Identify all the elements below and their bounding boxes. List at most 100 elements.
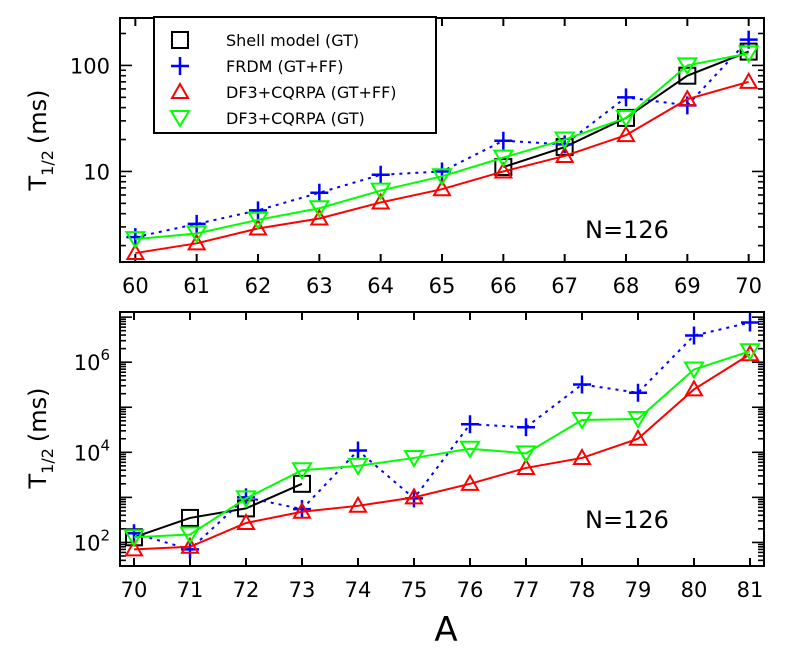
bottom-data-point [349,441,367,460]
bottom-x-tick-label: 70 [121,578,148,602]
bottom-x-tick-label: 80 [681,578,708,602]
bottom-data-point [461,415,479,434]
bottom-data-point [236,512,256,531]
bottom-data-point [571,412,593,430]
bottom-y-axis-title: T1/2 (ms) [24,387,57,489]
top-x-tick-label: 63 [306,274,333,298]
top-data-point [554,145,575,163]
bottom-data-point [628,428,648,446]
svg-text:T1/2(ms): T1/2 (ms) [24,387,57,489]
bottom-x-tick-label: 72 [233,578,260,602]
top-x-tick-label: 68 [613,274,640,298]
top-x-tick-label: 64 [367,274,394,298]
top-x-tick-label: 60 [122,274,149,298]
bottom-data-point [404,487,424,505]
bottom-data-point [573,375,591,394]
bottom-y-tick-labels: 102 104 106 [74,346,110,555]
bottom-data-point [180,536,200,554]
bottom-data-point [235,490,257,509]
bottom-data-point [292,501,312,519]
top-data-point [248,218,268,236]
bottom-series-line [133,482,303,539]
legend-marker [171,57,189,75]
bottom-data-point [347,457,369,476]
bottom-data-point [739,343,761,362]
top-data-point [186,233,207,251]
bottom-data-point [291,462,313,481]
bottom-data-point [517,418,535,437]
bottom-x-tick-label: 75 [401,578,428,602]
top-data-point [432,179,452,197]
top-x-tick-label: 61 [183,274,210,298]
top-y-tick-label: 100 [70,54,110,78]
bottom-data-point [124,539,144,557]
top-data-point [249,201,267,220]
bottom-ticks [120,312,764,567]
bottom-data-point [179,526,201,545]
svg-text:T1/2(ms): T1/2 (ms) [24,89,57,191]
top-data-point [494,158,513,177]
top-x-tick-label: 65 [429,274,456,298]
top-data-point [492,149,515,168]
top-data-point [370,192,391,210]
bottom-data-point [685,326,703,345]
top-data-point [553,131,576,150]
bottom-data-point [741,313,759,332]
bottom-x-tick-labels: 70 71 72 73 74 75 76 77 78 79 80 81 [121,578,764,602]
top-ylabel-main: T [24,176,52,192]
top-data-point [616,125,636,143]
bottom-data-point [629,383,647,402]
x-axis-title: A [434,610,457,650]
bottom-ylabel-main: T [24,474,52,490]
bottom-x-tick-label: 79 [625,578,652,602]
top-x-tick-label: 62 [245,274,272,298]
top-data-point [676,57,699,76]
top-series-line [135,52,749,241]
legend-marker [170,81,190,99]
bottom-data-point [348,495,368,513]
bottom-data-point [683,361,705,380]
top-series-line [135,80,749,255]
legend-label: Shell model (GT) [226,31,359,50]
bottom-y-tick-label: 104 [74,436,110,465]
top-data-point [371,165,390,184]
top-data-point [187,214,206,233]
legend-label: DF3+CQRPA (GT+FF) [226,83,397,102]
top-x-tick-label: 69 [674,274,701,298]
top-ylabel-unit: (ms) [24,89,52,144]
bottom-ylabel-sub: 1/2 [38,448,57,474]
top-data-point [493,161,514,179]
top-data-point [615,109,637,128]
top-data-point [494,131,513,150]
top-y-axis-title: T1/2 (ms) [24,89,57,191]
bottom-x-tick-label: 71 [177,578,204,602]
bottom-annotation: N=126 [585,506,669,534]
top-data-point [124,231,147,250]
top-data-point [617,88,635,107]
bottom-data-point [684,379,704,397]
bottom-data-point [460,473,480,491]
top-data-point [678,66,697,85]
top-data-point [555,135,574,154]
bottom-data-point [181,508,199,527]
legend-label: FRDM (GT+FF) [226,57,343,76]
bottom-data-point [516,457,536,475]
legend-marker [169,110,191,128]
bottom-panel: 70 71 72 73 74 75 76 77 78 79 80 81 102 104 106 N=126… [24,311,765,650]
top-data-point [433,162,451,181]
bottom-y-tick-label: 102 [74,526,110,555]
top-data-point [737,45,760,64]
bottom-data-point [627,410,649,429]
bottom-data-point [123,529,145,548]
top-series [124,30,760,261]
top-x-tick-label: 67 [551,274,578,298]
bottom-x-tick-label: 77 [513,578,540,602]
legend-label: DF3+CQRPA (GT) [226,109,365,128]
bottom-x-tick-label: 73 [289,578,316,602]
bottom-series-line [133,353,751,551]
bottom-y-tick-label: 106 [74,346,110,375]
bottom-series [123,313,761,559]
bottom-x-tick-label: 76 [457,578,484,602]
bottom-data-point [459,440,481,459]
